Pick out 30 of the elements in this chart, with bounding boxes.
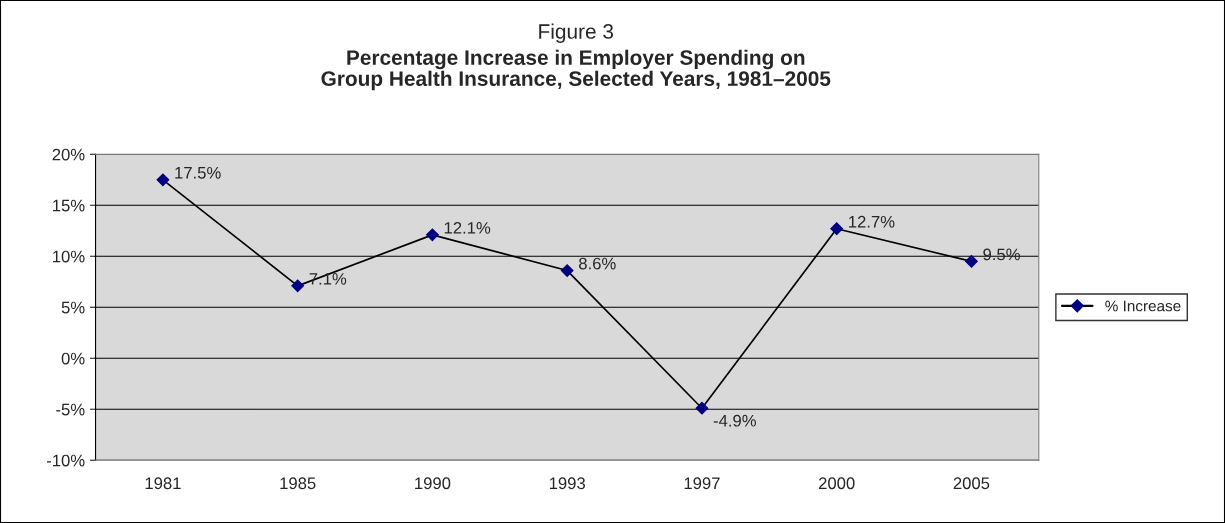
data-label: 12.1% (444, 221, 491, 234)
y-tick-label: -5% (56, 403, 85, 416)
point (426, 228, 439, 242)
chart-title: Figure 3 (539, 23, 614, 43)
x-tick-label: 1985 (280, 477, 316, 490)
point (156, 173, 170, 187)
point (560, 264, 574, 277)
x-tick-label: 1990 (415, 477, 451, 490)
data-label: 7.1% (309, 273, 347, 285)
y-tick-label: 10% (53, 250, 85, 263)
y-tick-label: 15% (53, 199, 85, 212)
y-tick-label: -10% (46, 454, 85, 467)
x-tick-label: 1993 (549, 477, 585, 490)
data-label: -4.9% (713, 414, 756, 427)
legend-label: % Increase (1105, 300, 1181, 312)
y-tick-label: 0% (61, 352, 85, 365)
chart-subtitle: Percentage Increase in Employer Spending on Group Health Insurance, Selected Years, 1981–2005 (321, 49, 831, 91)
data-label: 12.7% (849, 215, 895, 228)
y-tick-label: 20% (52, 148, 85, 161)
x-tick-label: 1981 (145, 477, 181, 490)
data-label: 17.5% (175, 166, 221, 179)
data-label: 8.6% (579, 257, 616, 270)
x-tick-label: 2000 (818, 477, 855, 490)
x-tick-label: 2005 (953, 477, 990, 490)
point (965, 254, 978, 268)
point (830, 222, 844, 236)
point (695, 401, 709, 415)
x-tick-label: 1997 (684, 477, 720, 490)
point (291, 279, 305, 293)
y-tick-label: 5% (61, 301, 85, 314)
